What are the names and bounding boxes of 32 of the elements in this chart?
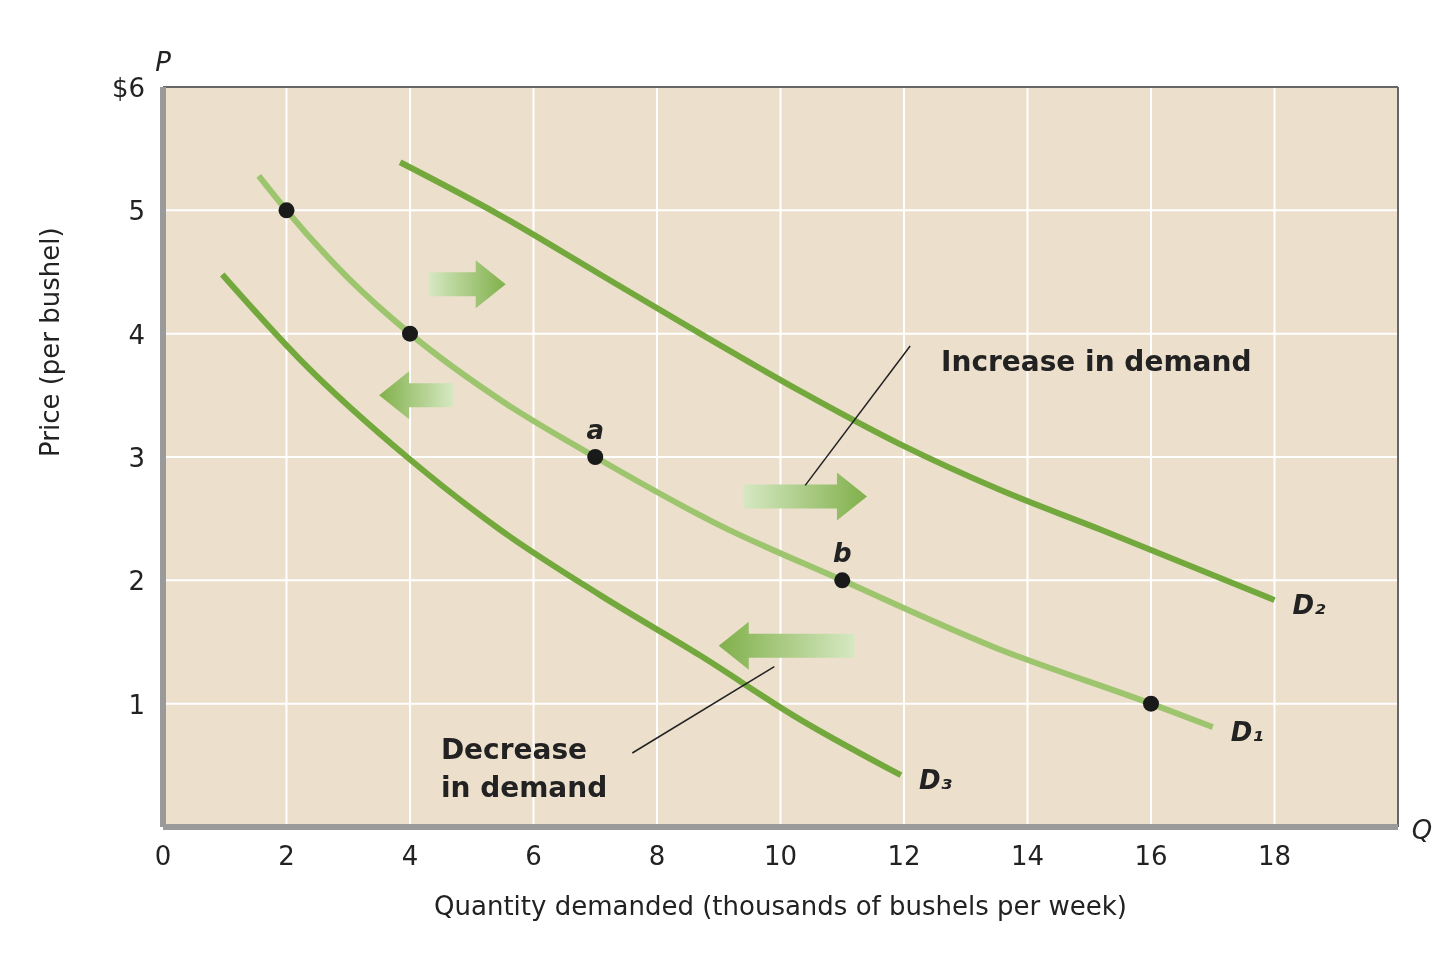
x-tick-label: 10 — [763, 841, 798, 871]
series-label: D₃ — [918, 765, 953, 796]
point — [587, 449, 604, 465]
annotation: a — [586, 415, 605, 445]
x-tick-label: 8 — [648, 841, 666, 871]
point — [1143, 695, 1159, 712]
annotation: Increase in demand — [941, 344, 1252, 378]
y-axis-title: Price (per bushel) — [35, 227, 66, 457]
y-tick-label: $6 — [111, 73, 145, 103]
x-tick-label: 14 — [1010, 841, 1045, 871]
x-axis-title: Quantity demanded (thousands of bushels per week) — [434, 891, 1127, 922]
text: Q — [1411, 815, 1433, 845]
x-tick-label: 16 — [1134, 841, 1168, 871]
y-tick-label: 4 — [128, 319, 145, 350]
annotation: b — [832, 538, 852, 569]
point — [278, 202, 295, 219]
y-tick-label: 1 — [128, 689, 145, 720]
annotation: Decrease in demand — [440, 733, 608, 805]
x-tick-label: 6 — [525, 841, 542, 871]
text: P — [155, 47, 172, 77]
point — [834, 572, 851, 589]
point — [402, 325, 418, 342]
series-label: D₂ — [1292, 590, 1327, 621]
series-label: D₁ — [1230, 717, 1264, 748]
y-tick-label: 3 — [128, 443, 145, 473]
x-tick-label: 18 — [1257, 841, 1292, 871]
x-tick-label: 12 — [887, 841, 921, 871]
x-tick-label: 0 — [154, 841, 172, 871]
y-tick-label: 5 — [128, 196, 145, 227]
x-tick-label: 4 — [401, 841, 419, 871]
y-tick-label: 2 — [128, 566, 145, 597]
x-tick-label: 2 — [278, 841, 295, 871]
